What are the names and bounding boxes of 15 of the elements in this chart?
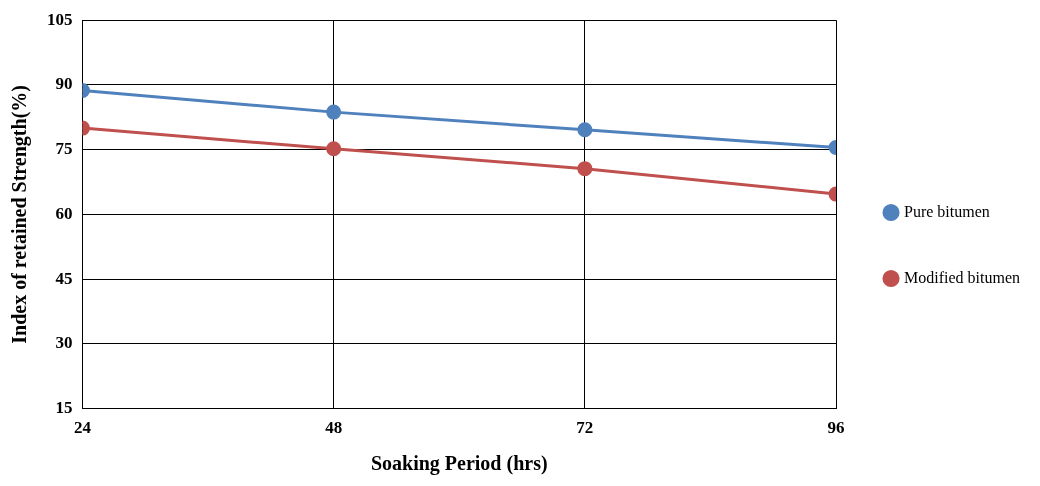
legend-label: Modified bitumen [904, 268, 1020, 286]
y-tick-label: 15 [55, 397, 73, 417]
y-tick-label: 75 [55, 139, 73, 159]
y-tick-label: 45 [55, 268, 73, 288]
y-axis-title: Index of retained Strength(%) [8, 85, 32, 344]
legend-label: Pure bitumen [904, 202, 990, 220]
x-tick-label: 48 [325, 418, 343, 438]
y-tick-label: 30 [55, 333, 73, 353]
y-tick-label: 90 [55, 74, 73, 94]
y-tick-label: 105 [47, 9, 73, 29]
y-tick-label: 60 [55, 203, 73, 223]
x-tick-label: 96 [827, 418, 845, 438]
x-tick-label: 72 [576, 418, 594, 438]
x-tick-label: 24 [74, 418, 92, 438]
x-axis-title: Soaking Period (hrs) [370, 452, 548, 476]
